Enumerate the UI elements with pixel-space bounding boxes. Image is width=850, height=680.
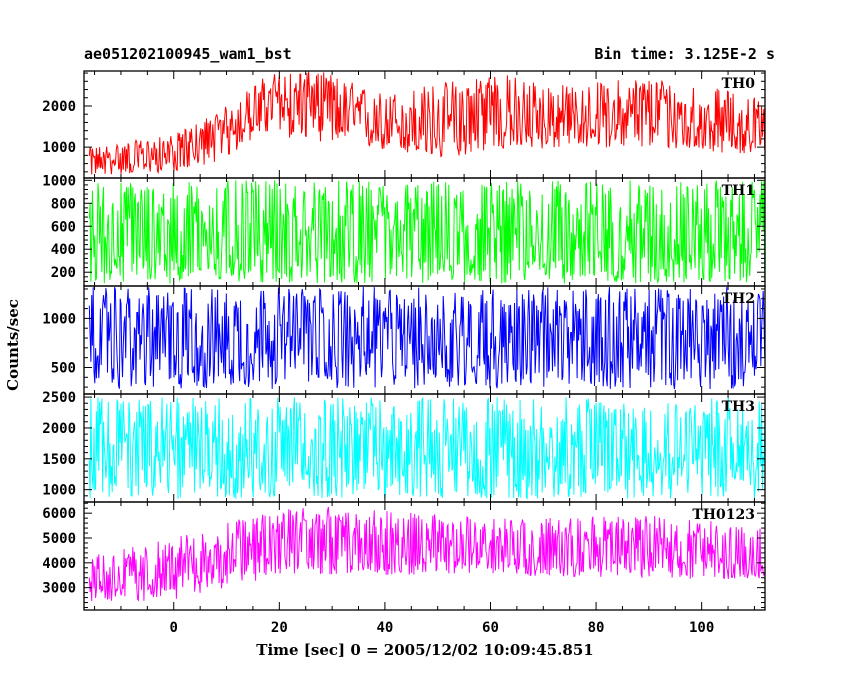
y-tick-label: 2000 bbox=[42, 421, 76, 437]
y-axis-label: Counts/sec bbox=[4, 299, 22, 391]
series-label: TH3 bbox=[722, 399, 755, 415]
y-tick-label: 2500 bbox=[42, 390, 76, 406]
series-th1-line bbox=[88, 180, 766, 285]
series-th0123-line bbox=[88, 506, 766, 602]
x-tick-label: 40 bbox=[376, 620, 393, 636]
series-label: TH1 bbox=[722, 183, 755, 199]
series-th3-line bbox=[88, 396, 766, 500]
panel-th0123: 3000 4000 5000 6000 TH0123 bbox=[42, 501, 766, 611]
y-tick-label: 800 bbox=[51, 196, 76, 212]
y-tick-label: 600 bbox=[51, 219, 76, 235]
x-axis-label: Time [sec] 0 = 2005/12/02 10:09:45.851 bbox=[256, 641, 593, 659]
y-tick-label: 1500 bbox=[42, 452, 76, 468]
y-tick-label: 6000 bbox=[42, 506, 76, 522]
chart-title-right: Bin time: 3.125E-2 s bbox=[594, 45, 775, 63]
y-tick-label: 5000 bbox=[42, 531, 76, 547]
y-tick-label: 3000 bbox=[42, 581, 76, 597]
y-tick-label: 1000 bbox=[42, 311, 76, 327]
x-tick-label: 80 bbox=[588, 620, 605, 636]
panel-th1: 200 400 600 800 1000 TH1 bbox=[42, 173, 766, 287]
panel-th2: 500 1000 TH2 bbox=[42, 285, 766, 395]
series-th0-line bbox=[88, 70, 766, 175]
y-tick-label: 1000 bbox=[42, 483, 76, 499]
series-label: TH0 bbox=[722, 76, 756, 92]
panels-group: 10002000TH02004006008001000TH15001000TH2… bbox=[42, 70, 766, 636]
panel-th3: 1000 1500 2000 2500 TH3 bbox=[42, 390, 766, 503]
series-label: TH2 bbox=[722, 291, 755, 307]
x-tick-label: 60 bbox=[482, 620, 499, 636]
y-tick-label: 1000 bbox=[42, 173, 76, 189]
x-tick-label: 20 bbox=[271, 620, 288, 636]
panel-frame bbox=[83, 501, 766, 611]
x-tick-label: 0 bbox=[170, 620, 178, 636]
series-label: TH0123 bbox=[692, 507, 755, 523]
y-tick-label: 400 bbox=[51, 242, 76, 258]
panel-frame bbox=[83, 393, 766, 503]
series-th2-line bbox=[88, 286, 766, 390]
y-tick-label: 1000 bbox=[42, 140, 76, 156]
y-tick-label: 500 bbox=[51, 360, 76, 376]
chart-title-left: ae051202100945_wam1_bst bbox=[84, 45, 292, 63]
panel-th0: 1000 2000 TH0 bbox=[42, 70, 766, 179]
y-tick-label: 200 bbox=[51, 265, 76, 281]
x-tick-label: 100 bbox=[689, 620, 714, 636]
y-tick-label: 4000 bbox=[42, 556, 76, 572]
y-tick-label: 2000 bbox=[42, 99, 76, 115]
